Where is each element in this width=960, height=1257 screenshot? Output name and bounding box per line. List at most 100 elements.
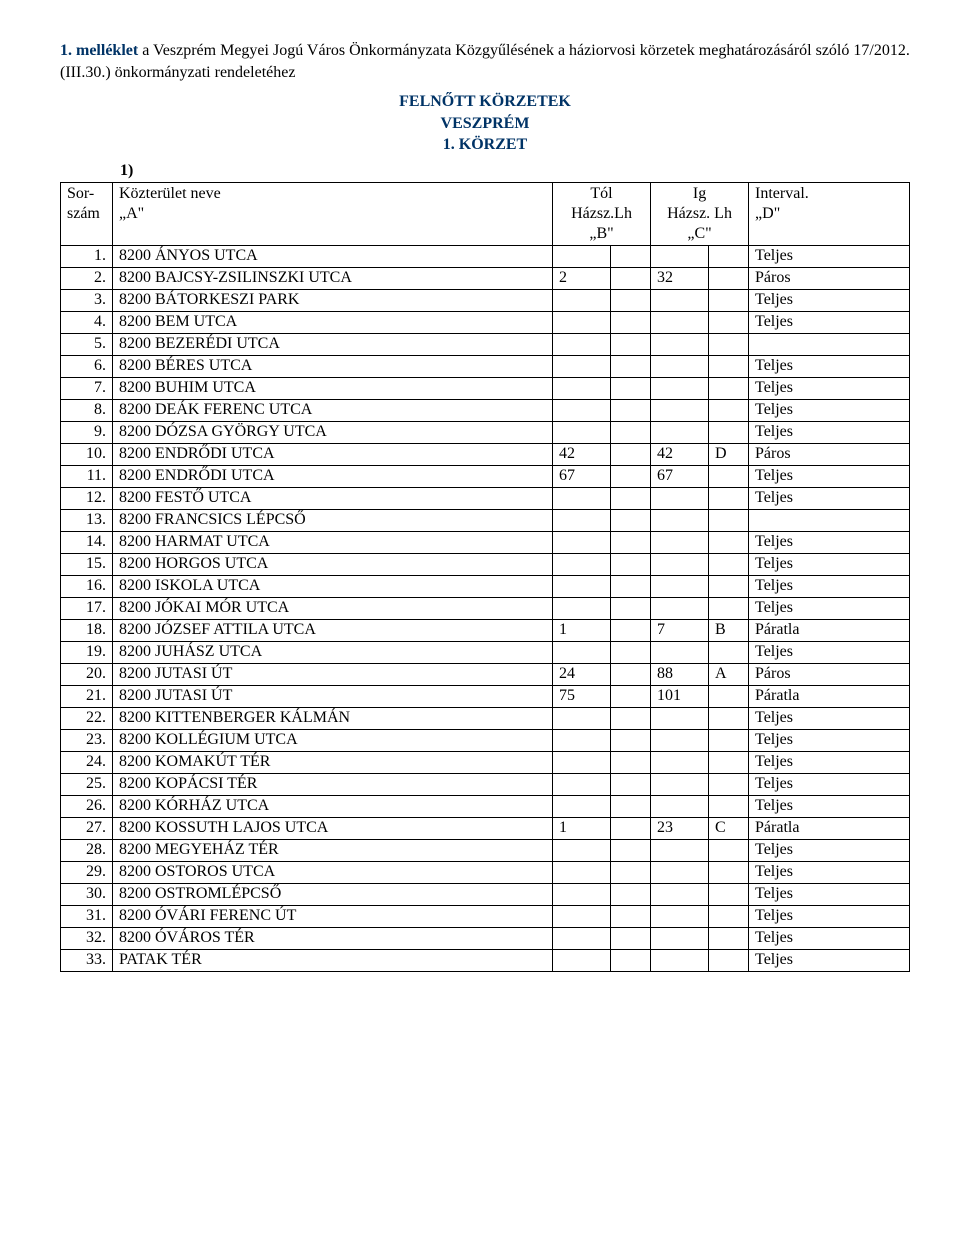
cell-sorszam: 5.	[61, 333, 113, 355]
cell-ig-lh	[709, 641, 749, 663]
cell-sorszam: 31.	[61, 905, 113, 927]
title-block: FELNŐTT KÖRZETEK VESZPRÉM 1. KÖRZET	[60, 91, 910, 156]
cell-tol-lh	[611, 729, 651, 751]
cell-tol-hazsz	[553, 707, 611, 729]
cell-ig-hazsz	[651, 245, 709, 267]
cell-name: 8200 KOLLÉGIUM UTCA	[113, 729, 553, 751]
cell-interval: Teljes	[749, 597, 910, 619]
hdr-name: Közterület neve„A"	[113, 182, 553, 245]
cell-name: 8200 JUTASI ÚT	[113, 685, 553, 707]
cell-tol-lh	[611, 861, 651, 883]
cell-interval: Teljes	[749, 729, 910, 751]
table-row: 4.8200 BEM UTCATeljes	[61, 311, 910, 333]
cell-ig-lh: A	[709, 663, 749, 685]
table-row: 27.8200 KOSSUTH LAJOS UTCA123CPáratla	[61, 817, 910, 839]
cell-ig-lh	[709, 839, 749, 861]
cell-tol-lh	[611, 553, 651, 575]
cell-sorszam: 12.	[61, 487, 113, 509]
cell-interval: Teljes	[749, 575, 910, 597]
cell-tol-hazsz	[553, 377, 611, 399]
cell-interval: Teljes	[749, 641, 910, 663]
cell-tol-hazsz	[553, 795, 611, 817]
table-row: 22.8200 KITTENBERGER KÁLMÁNTeljes	[61, 707, 910, 729]
table-row: 12.8200 FESTŐ UTCATeljes	[61, 487, 910, 509]
table-row: 20.8200 JUTASI ÚT2488APáros	[61, 663, 910, 685]
cell-name: 8200 HARMAT UTCA	[113, 531, 553, 553]
cell-sorszam: 21.	[61, 685, 113, 707]
cell-ig-hazsz	[651, 421, 709, 443]
cell-interval: Teljes	[749, 553, 910, 575]
cell-tol-hazsz: 1	[553, 619, 611, 641]
cell-name: 8200 KITTENBERGER KÁLMÁN	[113, 707, 553, 729]
cell-sorszam: 6.	[61, 355, 113, 377]
cell-interval: Páros	[749, 663, 910, 685]
cell-name: 8200 JÓZSEF ATTILA UTCA	[113, 619, 553, 641]
cell-tol-hazsz	[553, 311, 611, 333]
table-row: 30.8200 OSTROMLÉPCSŐTeljes	[61, 883, 910, 905]
cell-tol-lh	[611, 641, 651, 663]
cell-sorszam: 11.	[61, 465, 113, 487]
cell-tol-lh	[611, 839, 651, 861]
cell-tol-lh	[611, 443, 651, 465]
cell-name: 8200 ISKOLA UTCA	[113, 575, 553, 597]
cell-tol-hazsz	[553, 641, 611, 663]
cell-sorszam: 1.	[61, 245, 113, 267]
cell-tol-hazsz	[553, 245, 611, 267]
cell-name: 8200 JUHÁSZ UTCA	[113, 641, 553, 663]
cell-name: 8200 ENDRŐDI UTCA	[113, 465, 553, 487]
cell-ig-lh	[709, 883, 749, 905]
cell-ig-hazsz	[651, 949, 709, 971]
cell-tol-hazsz	[553, 773, 611, 795]
cell-name: 8200 BUHIM UTCA	[113, 377, 553, 399]
cell-tol-hazsz	[553, 839, 611, 861]
table-row: 3.8200 BÁTORKESZI PARKTeljes	[61, 289, 910, 311]
cell-tol-lh	[611, 883, 651, 905]
intro-rest: a Veszprém Megyei Jogú Város Önkormányza…	[60, 42, 910, 81]
cell-sorszam: 18.	[61, 619, 113, 641]
cell-ig-lh	[709, 861, 749, 883]
cell-tol-lh	[611, 509, 651, 531]
cell-tol-lh	[611, 399, 651, 421]
table-row: 15.8200 HORGOS UTCATeljes	[61, 553, 910, 575]
cell-tol-hazsz: 24	[553, 663, 611, 685]
cell-ig-lh	[709, 795, 749, 817]
cell-name: 8200 BÉRES UTCA	[113, 355, 553, 377]
cell-name: 8200 FRANCSICS LÉPCSŐ	[113, 509, 553, 531]
cell-ig-lh	[709, 289, 749, 311]
cell-tol-hazsz	[553, 861, 611, 883]
table-row: 2.8200 BAJCSY-ZSILINSZKI UTCA232Páros	[61, 267, 910, 289]
cell-tol-lh	[611, 751, 651, 773]
cell-tol-hazsz	[553, 949, 611, 971]
table-row: 8.8200 DEÁK FERENC UTCATeljes	[61, 399, 910, 421]
cell-ig-lh	[709, 553, 749, 575]
cell-name: 8200 KOMAKÚT TÉR	[113, 751, 553, 773]
cell-sorszam: 28.	[61, 839, 113, 861]
cell-ig-hazsz	[651, 333, 709, 355]
korzet-table: Sor-szám Közterület neve„A" TólHázsz.Lh„…	[60, 182, 910, 972]
cell-ig-lh	[709, 267, 749, 289]
cell-name: 8200 DÓZSA GYÖRGY UTCA	[113, 421, 553, 443]
cell-ig-lh	[709, 729, 749, 751]
cell-interval: Teljes	[749, 751, 910, 773]
cell-name: 8200 DEÁK FERENC UTCA	[113, 399, 553, 421]
cell-ig-hazsz: 67	[651, 465, 709, 487]
cell-sorszam: 23.	[61, 729, 113, 751]
cell-tol-hazsz	[553, 905, 611, 927]
title-line-1: FELNŐTT KÖRZETEK	[60, 91, 910, 113]
cell-interval	[749, 509, 910, 531]
cell-interval	[749, 333, 910, 355]
table-row: 14.8200 HARMAT UTCATeljes	[61, 531, 910, 553]
cell-ig-lh	[709, 949, 749, 971]
cell-ig-lh	[709, 487, 749, 509]
table-row: 13.8200 FRANCSICS LÉPCSŐ	[61, 509, 910, 531]
cell-ig-hazsz	[651, 531, 709, 553]
cell-tol-hazsz	[553, 355, 611, 377]
cell-sorszam: 33.	[61, 949, 113, 971]
cell-tol-lh	[611, 531, 651, 553]
cell-sorszam: 27.	[61, 817, 113, 839]
cell-ig-hazsz	[651, 883, 709, 905]
cell-tol-lh	[611, 311, 651, 333]
hdr-ig: IgHázsz. Lh„C"	[651, 182, 749, 245]
cell-name: 8200 FESTŐ UTCA	[113, 487, 553, 509]
cell-tol-lh	[611, 421, 651, 443]
